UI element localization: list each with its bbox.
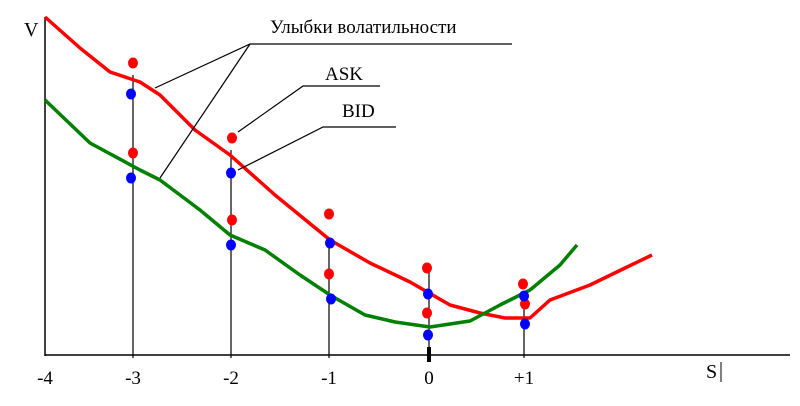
ask-quote-point <box>422 307 432 319</box>
y-axis-label: V <box>24 19 39 41</box>
x-tick-label: -3 <box>125 368 141 389</box>
bid-quote-point <box>325 237 335 249</box>
x-tick-label: -2 <box>223 368 239 389</box>
smiles-callout-2 <box>159 43 251 179</box>
ask-quote-point <box>518 278 528 290</box>
bid-quote-point <box>226 167 236 179</box>
bid-quote-point <box>520 318 530 330</box>
bid-callout <box>237 126 396 171</box>
ask-callout <box>237 85 380 133</box>
ask-quote-point <box>227 214 237 226</box>
smiles-label: Улыбки волатильности <box>270 17 457 38</box>
x-tick-label: -1 <box>321 368 337 389</box>
ask-label: ASK <box>325 64 363 85</box>
bid-quote-point <box>423 288 433 300</box>
bid-quote-point <box>326 293 336 305</box>
ask-quote-point <box>128 147 138 159</box>
bid-quote-point <box>126 172 136 184</box>
x-axis-label: S <box>706 361 717 383</box>
ask-quote-point <box>227 132 237 144</box>
ask-smile-curve <box>43 15 653 320</box>
x-tick-label: +1 <box>514 368 534 389</box>
bid-label: BID <box>342 101 375 122</box>
bid-quote-point <box>226 239 236 251</box>
x-tick-label: 0 <box>424 368 434 389</box>
bid-quote-point <box>423 329 433 341</box>
ask-quote-point <box>324 268 334 280</box>
ask-quote-point <box>422 262 432 274</box>
bid-quote-point <box>519 290 529 302</box>
ask-quote-point <box>324 208 334 220</box>
bid-smile-curve <box>43 98 579 329</box>
ask-quote-point <box>128 57 138 69</box>
bid-quote-point <box>126 88 136 100</box>
x-tick-label: -4 <box>37 368 53 389</box>
ask-quote-point <box>520 298 530 310</box>
